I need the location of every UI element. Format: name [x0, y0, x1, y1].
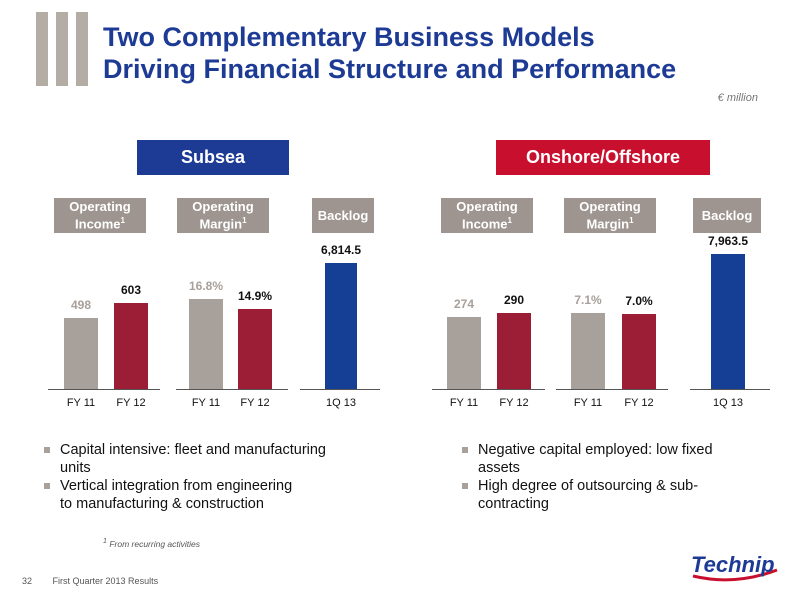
unit-label: € million — [717, 92, 758, 104]
category-label: FY 11 — [449, 397, 479, 409]
category-label: FY 11 — [66, 397, 96, 409]
data-label: 7.0% — [625, 294, 653, 308]
metric-header-backlog: Backlog — [312, 198, 374, 233]
metric-header-operating-margin: Operating Margin1 — [564, 198, 656, 233]
data-label: 274 — [453, 297, 475, 311]
chart-baseline — [300, 389, 380, 390]
category-label: 1Q 13 — [713, 397, 743, 409]
decorative-bar — [76, 12, 88, 86]
data-label: 498 — [70, 298, 92, 312]
section-header-onshore-offshore: Onshore/Offshore — [496, 140, 710, 175]
bullet-item: Vertical integration from engineering to … — [44, 477, 364, 513]
bar-fy-11 — [447, 317, 481, 389]
metric-header-operating-income: Operating Income1 — [441, 198, 533, 233]
data-label: 603 — [120, 283, 142, 297]
category-label: FY 12 — [116, 397, 146, 409]
bar-1q-13 — [711, 254, 745, 389]
category-label: 1Q 13 — [326, 397, 356, 409]
category-label: FY 12 — [240, 397, 270, 409]
technip-logo: Technip — [691, 552, 778, 582]
chart-baseline — [556, 389, 668, 390]
chart-baseline — [48, 389, 160, 390]
bar-1q-13 — [325, 263, 357, 389]
metric-header-operating-margin: Operating Margin1 — [177, 198, 269, 233]
bullet-item: Capital intensive: fleet and manufacturi… — [44, 441, 364, 477]
footer-text: First Quarter 2013 Results — [52, 576, 159, 586]
page-number: 32 — [22, 576, 33, 586]
bar-fy-12 — [114, 303, 148, 389]
bar-fy-11 — [571, 313, 605, 389]
bar-fy-12 — [497, 313, 531, 389]
data-label: 6,814.5 — [320, 243, 362, 257]
data-label: 16.8% — [188, 279, 224, 293]
onshore-offshore-bullets: Negative capital employed: low fixed asse… — [462, 441, 762, 513]
page-title-line-2: Driving Financial Structure and Performa… — [103, 54, 677, 84]
category-label: FY 11 — [191, 397, 221, 409]
bar-fy-11 — [64, 318, 98, 389]
subsea-bullets: Capital intensive: fleet and manufacturi… — [44, 441, 364, 513]
bar-fy-11 — [189, 299, 223, 389]
data-label: 7,963.5 — [707, 234, 749, 248]
footer: 32 First Quarter 2013 Results — [22, 576, 176, 586]
decorative-bar — [56, 12, 68, 86]
bar-fy-12 — [622, 314, 656, 389]
data-label: 7.1% — [574, 293, 602, 307]
decorative-bar — [36, 12, 48, 86]
data-label: 290 — [503, 293, 525, 307]
data-label: 14.9% — [237, 289, 273, 303]
category-label: FY 11 — [573, 397, 603, 409]
metric-header-operating-income: Operating Income1 — [54, 198, 146, 233]
bullet-item: High degree of outsourcing & sub-contrac… — [462, 477, 762, 513]
chart-baseline — [176, 389, 288, 390]
chart-baseline — [690, 389, 770, 390]
bullet-item: Negative capital employed: low fixed asse… — [462, 441, 762, 477]
logo-text: Technip — [691, 552, 775, 577]
footnote: 1 From recurring activities — [103, 537, 200, 549]
bar-fy-12 — [238, 309, 272, 389]
page-title-line-1: Two Complementary Business Models — [103, 22, 595, 52]
category-label: FY 12 — [499, 397, 529, 409]
category-label: FY 12 — [624, 397, 654, 409]
chart-baseline — [432, 389, 545, 390]
section-header-subsea: Subsea — [137, 140, 289, 175]
metric-header-backlog: Backlog — [693, 198, 761, 233]
